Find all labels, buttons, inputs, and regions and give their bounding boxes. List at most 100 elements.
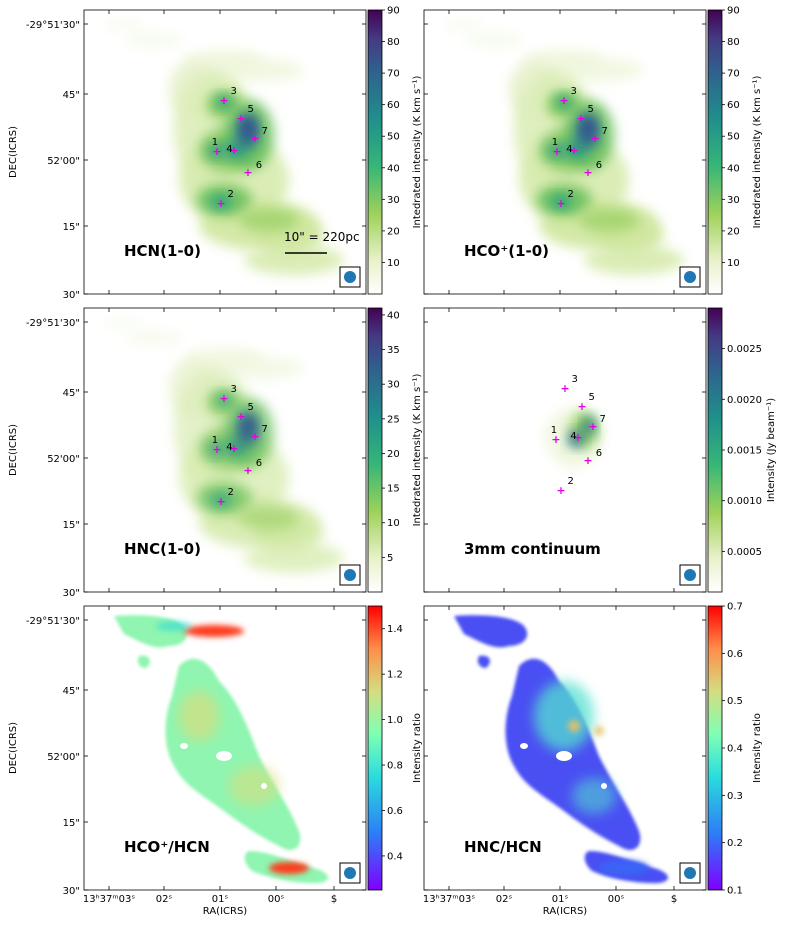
colorbar-tick-label: 20: [387, 226, 400, 237]
colorbar-tick-label: 30: [387, 195, 400, 206]
colorbar-tick-label: 25: [387, 414, 400, 425]
source-number: 7: [262, 126, 268, 137]
source-number: 4: [226, 442, 232, 453]
source-number: 3: [231, 384, 237, 395]
x-tick-label: 13ʰ37ᵐ03ˢ: [83, 894, 135, 905]
source-marker: +: [243, 464, 252, 477]
y-tick-label: 30": [63, 290, 80, 301]
colorbar: [367, 307, 383, 593]
map-image: [84, 308, 366, 592]
x-tick-label: $: [331, 894, 337, 905]
colorbar-tick-label: 20: [727, 226, 740, 237]
source-marker: +: [250, 132, 259, 145]
colorbar: [707, 9, 723, 295]
x-axis-label: RA(ICRS): [543, 906, 588, 917]
y-tick-label: 52'00": [47, 752, 80, 763]
source-number: 2: [568, 189, 574, 200]
source-marker: +: [556, 484, 565, 497]
source-marker: +: [556, 197, 565, 210]
source-marker: +: [236, 112, 245, 125]
beam-ellipse: [684, 867, 696, 879]
colorbar-tick-label: 0.0015: [727, 446, 762, 457]
y-tick-label: 45": [63, 388, 80, 399]
y-tick-label: 45": [63, 686, 80, 697]
colorbar: [367, 9, 383, 295]
source-marker: +: [588, 420, 597, 433]
y-tick-label: 30": [63, 886, 80, 897]
source-marker: +: [219, 392, 228, 405]
source-marker: +: [229, 144, 238, 157]
panel-label: HCN(1-0): [124, 242, 201, 260]
panel-2: +1+2+3+4+5+6+7HCO⁺(1-0)10203040506070809…: [423, 6, 763, 295]
source-number: 2: [228, 189, 234, 200]
source-marker: +: [216, 197, 225, 210]
panel-label: HNC/HCN: [464, 838, 542, 856]
x-tick-label: $: [671, 894, 677, 905]
colorbar-label: Intensity ratio: [412, 713, 423, 783]
y-tick-label: -29°51'30": [26, 20, 80, 31]
scalebar-label: 10" = 220pc: [284, 230, 360, 244]
colorbar-label: Intedrated intensity (K km s⁻¹): [412, 373, 423, 526]
colorbar-tick-label: 0.3: [727, 791, 743, 802]
source-number: 5: [248, 104, 254, 115]
source-marker: +: [590, 132, 599, 145]
beam-ellipse: [344, 569, 356, 581]
colorbar-tick-label: 60: [387, 100, 400, 111]
panel-label: HCO⁺/HCN: [124, 838, 210, 856]
colorbar-tick-label: 80: [727, 37, 740, 48]
y-tick-label: 30": [63, 588, 80, 599]
map-image: [424, 308, 706, 592]
source-number: 5: [588, 104, 594, 115]
source-number: 2: [228, 487, 234, 498]
axes-frame: [83, 605, 367, 891]
panel-6: HNC/HCN 13ʰ37ᵐ03ˢ 02ˢ 01ˢ 00ˢ $ RA(ICRS) 0.1 0.2…: [423, 602, 763, 918]
source-marker: +: [577, 400, 586, 413]
y-axis-label: DEC(ICRS): [8, 722, 19, 774]
source-marker: +: [552, 145, 561, 158]
colorbar-tick-label: 1.0: [387, 715, 403, 726]
axes-frame: [83, 307, 367, 593]
colorbar-label: Intedrated intensity (K km s⁻¹): [752, 75, 763, 228]
source-number: 4: [226, 144, 232, 155]
colorbar-tick-label: 5: [387, 553, 393, 564]
x-tick-label: 00ˢ: [608, 894, 625, 905]
beam-ellipse: [684, 271, 696, 283]
source-number: 1: [212, 435, 218, 446]
colorbar-tick-label: 1.2: [387, 670, 403, 681]
source-number: 5: [248, 402, 254, 413]
source-number: 1: [551, 425, 557, 436]
panel-3: +1+2+3+4+5+6+7HNC(1-0)-29°51'30"45"52'00…: [8, 307, 423, 599]
colorbar-tick-label: 0.8: [387, 761, 403, 772]
source-number: 7: [262, 424, 268, 435]
source-number: 1: [212, 137, 218, 148]
colorbar-tick-label: 90: [727, 6, 740, 17]
x-tick-label: 02ˢ: [496, 894, 513, 905]
source-number: 3: [571, 86, 577, 97]
y-tick-label: -29°51'30": [26, 318, 80, 329]
source-number: 2: [568, 476, 574, 487]
x-axis-label: RA(ICRS): [203, 906, 248, 917]
x-tick-label: 02ˢ: [156, 894, 173, 905]
colorbar-tick-label: 1.4: [387, 624, 403, 635]
source-marker: +: [551, 433, 560, 446]
y-tick-label: 15": [63, 222, 80, 233]
axes-frame: [423, 605, 707, 891]
colorbar-tick-label: 0.0010: [727, 496, 762, 507]
source-number: 4: [566, 144, 572, 155]
colorbar-tick-label: 0.7: [727, 602, 743, 613]
source-marker: +: [216, 495, 225, 508]
source-number: 3: [572, 374, 578, 385]
colorbar-tick-label: 70: [727, 69, 740, 80]
beam-ellipse: [684, 569, 696, 581]
source-marker: +: [583, 454, 592, 467]
source-number: 6: [596, 160, 602, 171]
colorbar-tick-label: 10: [387, 518, 400, 529]
map-image: [424, 606, 706, 890]
colorbar-tick-label: 30: [727, 195, 740, 206]
map-image: [424, 10, 706, 294]
beam-ellipse: [344, 271, 356, 283]
colorbar-tick-label: 0.5: [727, 696, 743, 707]
source-marker: +: [569, 144, 578, 157]
colorbar-tick-label: 35: [387, 345, 400, 356]
